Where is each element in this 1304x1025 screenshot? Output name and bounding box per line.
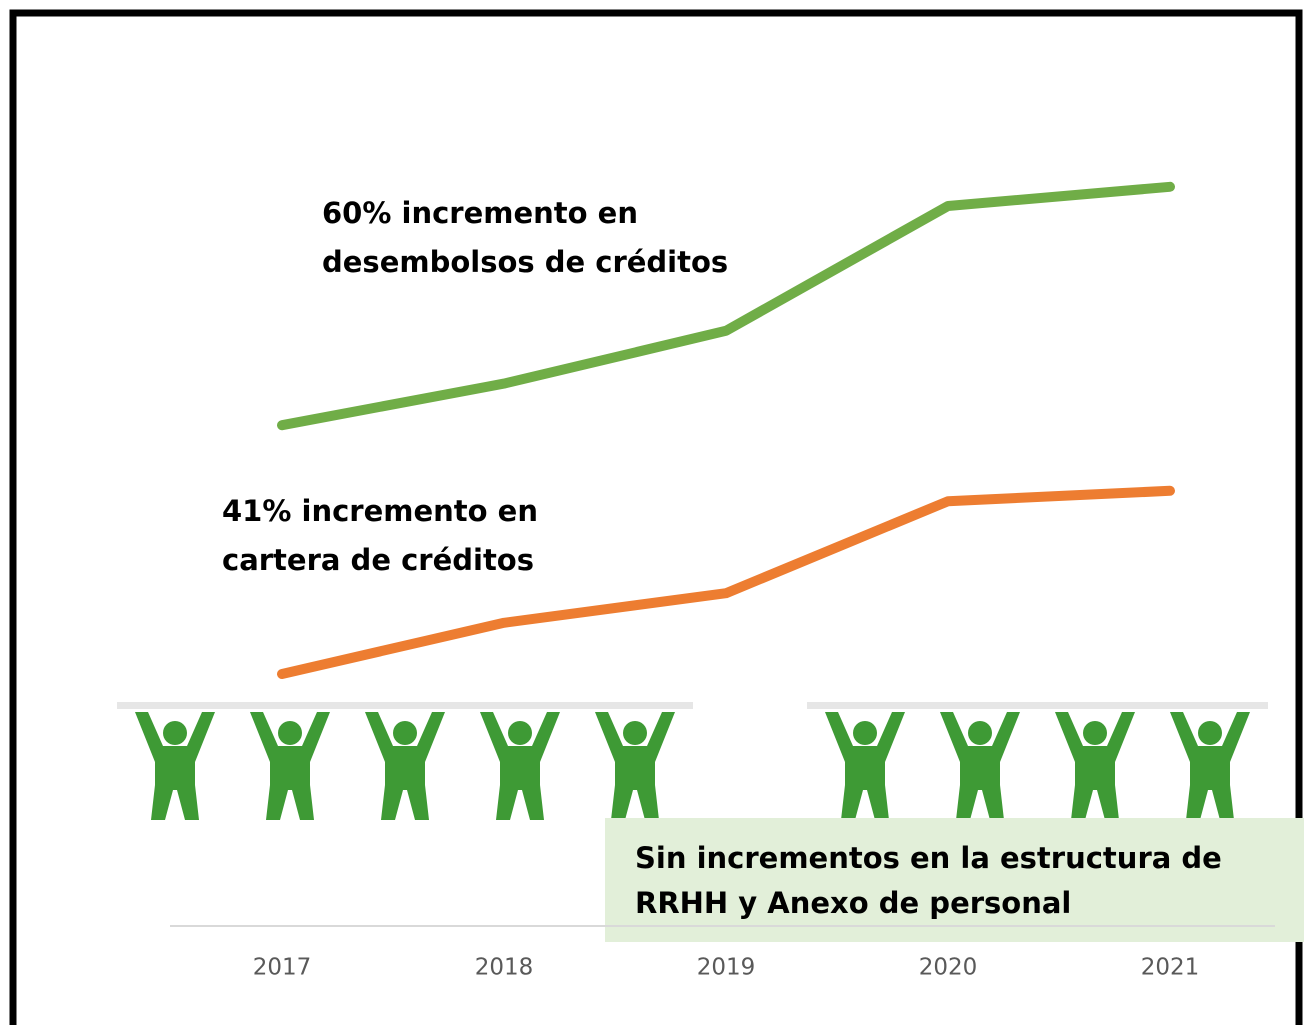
figures — [117, 702, 1268, 820]
annotation: cartera de créditos — [222, 543, 534, 577]
annotation: 41% incremento en — [222, 494, 538, 528]
platform — [807, 702, 923, 709]
body — [250, 712, 330, 820]
platform — [922, 702, 1038, 709]
head — [393, 721, 417, 745]
platform — [1037, 702, 1153, 709]
body — [1170, 712, 1250, 820]
platform — [462, 702, 578, 709]
head — [508, 721, 532, 745]
head — [163, 721, 187, 745]
note-line: RRHH y Anexo de personal — [635, 886, 1071, 920]
x-tick-label: 2019 — [697, 955, 756, 981]
series-line — [277, 181, 1175, 431]
head — [1198, 721, 1222, 745]
annotation: desembolsos de créditos — [322, 245, 728, 279]
body — [480, 712, 560, 820]
x-tick-label: 2021 — [1141, 955, 1200, 981]
head — [853, 721, 877, 745]
head — [1083, 721, 1107, 745]
platform — [1152, 702, 1268, 709]
platform — [117, 702, 233, 709]
platform — [232, 702, 348, 709]
platform — [347, 702, 463, 709]
note-box — [605, 818, 1304, 942]
body — [135, 712, 215, 820]
x-tick-label: 2017 — [253, 955, 312, 981]
head — [278, 721, 302, 745]
annotation: 60% incremento en — [322, 196, 638, 230]
body — [940, 712, 1020, 820]
note-line: Sin incrementos en la estructura de — [635, 841, 1222, 875]
x-tick-label: 2018 — [475, 955, 534, 981]
body — [595, 712, 675, 820]
body — [365, 712, 445, 820]
frame — [9, 9, 1303, 1025]
series-line — [277, 485, 1175, 679]
x-tick-label: 2020 — [919, 955, 978, 981]
body — [825, 712, 905, 820]
body — [1055, 712, 1135, 820]
head — [968, 721, 992, 745]
head — [623, 721, 647, 745]
platform — [577, 702, 693, 709]
